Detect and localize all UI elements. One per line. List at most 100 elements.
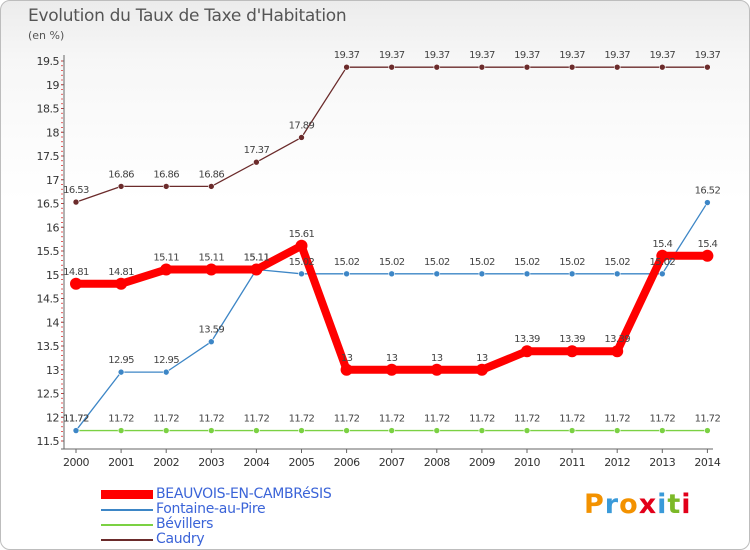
data-point-fontaine — [658, 270, 666, 278]
data-point-beauvois — [70, 277, 82, 290]
data-label-fontaine: 15.02 — [379, 257, 405, 268]
data-label-bevillers: 11.72 — [514, 414, 540, 425]
legend-item-caudry: Caudry — [101, 531, 401, 547]
y-tick-label: 13 — [46, 364, 59, 377]
y-tick-label: 16.5 — [37, 198, 60, 211]
data-label-caudry: 19.37 — [334, 50, 360, 61]
data-point-beauvois — [205, 263, 218, 276]
data-label-caudry: 19.37 — [424, 50, 450, 61]
x-tick-label: 2010 — [514, 456, 540, 469]
y-tick-label: 18 — [46, 126, 59, 139]
data-point-fontaine — [613, 270, 621, 278]
data-point-fontaine — [162, 368, 170, 376]
data-label-fontaine: 15.11 — [244, 253, 270, 264]
data-point-caudry — [208, 183, 215, 190]
data-label-fontaine: 15.02 — [514, 257, 540, 268]
data-point-beauvois — [701, 249, 714, 262]
data-label-beauvois: 13 — [386, 353, 398, 364]
y-tick-label: 17 — [46, 174, 59, 187]
data-point-beauvois — [250, 263, 263, 276]
data-label-caudry: 19.37 — [695, 50, 721, 61]
y-tick-label: 19.5 — [37, 55, 60, 68]
x-tick-label: 2013 — [649, 456, 675, 469]
data-label-fontaine: 11.72 — [63, 414, 89, 425]
data-label-caudry: 19.37 — [469, 50, 495, 61]
y-tick-label: 13.5 — [37, 340, 60, 353]
x-tick-label: 2003 — [198, 456, 224, 469]
legend-label-beauvois: BEAUVOIS-EN-CAMBRéSIS — [156, 486, 332, 502]
logo-letter: i — [657, 489, 668, 520]
data-point-fontaine — [72, 427, 80, 434]
data-label-fontaine: 15.02 — [469, 257, 495, 268]
x-tick-label: 2001 — [108, 456, 134, 469]
data-label-beauvois: 15.4 — [652, 239, 672, 250]
data-point-caudry — [478, 63, 486, 71]
data-point-bevillers — [253, 427, 260, 434]
data-point-fontaine — [478, 270, 486, 278]
legend-label-caudry: Caudry — [156, 531, 205, 547]
x-tick-label: 2008 — [424, 456, 450, 469]
data-label-bevillers: 11.72 — [379, 414, 405, 425]
data-label-beauvois: 13 — [476, 353, 488, 364]
x-tick-label: 2004 — [243, 456, 269, 469]
logo-letter: o — [619, 489, 639, 520]
legend: BEAUVOIS-EN-CAMBRéSIS Fontaine-au-Pire B… — [101, 486, 401, 547]
x-tick-label: 2007 — [379, 456, 405, 469]
legend-swatch-beauvois — [101, 490, 153, 499]
y-tick-label: 15 — [46, 269, 59, 282]
data-label-beauvois: 15.11 — [153, 253, 179, 264]
data-label-beauvois: 13.39 — [604, 334, 630, 345]
data-point-fontaine — [343, 270, 350, 278]
data-label-bevillers: 11.72 — [469, 414, 495, 425]
y-tick-label: 14.5 — [37, 293, 60, 306]
data-label-bevillers: 11.72 — [108, 414, 134, 425]
data-point-bevillers — [478, 427, 486, 434]
data-point-bevillers — [523, 427, 531, 434]
data-label-caudry: 16.86 — [198, 169, 224, 180]
data-point-bevillers — [208, 427, 215, 434]
data-point-bevillers — [613, 427, 621, 434]
data-point-bevillers — [658, 427, 666, 434]
logo-letter: t — [667, 489, 682, 520]
data-label-bevillers: 11.72 — [198, 414, 224, 425]
data-label-bevillers: 11.72 — [604, 414, 630, 425]
data-label-bevillers: 11.72 — [244, 414, 270, 425]
data-label-fontaine: 15.02 — [289, 257, 315, 268]
data-point-caudry — [162, 183, 170, 190]
data-point-caudry — [568, 63, 576, 71]
data-label-fontaine: 15.02 — [604, 257, 630, 268]
data-point-caudry — [343, 63, 350, 71]
data-point-caudry — [658, 63, 666, 71]
data-label-bevillers: 11.72 — [559, 414, 585, 425]
data-point-fontaine — [523, 270, 531, 278]
data-point-beauvois — [295, 239, 308, 252]
y-tick-label: 17.5 — [37, 150, 60, 163]
data-label-bevillers: 11.72 — [649, 414, 675, 425]
x-tick-label: 2009 — [469, 456, 495, 469]
data-label-bevillers: 11.72 — [334, 414, 360, 425]
data-label-bevillers: 11.72 — [153, 414, 179, 425]
proxiti-logo: Proxiti — [584, 489, 692, 520]
data-label-beauvois: 15.61 — [289, 229, 315, 240]
data-point-caudry — [253, 158, 260, 166]
legend-swatch-bevillers — [101, 524, 153, 526]
data-label-fontaine: 12.95 — [108, 355, 134, 366]
x-tick-label: 2002 — [153, 456, 179, 469]
data-label-beauvois: 13.39 — [514, 334, 540, 345]
logo-letter: r — [604, 489, 620, 520]
data-point-caudry — [704, 63, 711, 71]
data-label-caudry: 19.37 — [559, 50, 585, 61]
data-point-fontaine — [388, 270, 396, 278]
data-point-caudry — [523, 63, 531, 71]
data-point-bevillers — [568, 427, 576, 434]
data-label-caudry: 17.37 — [244, 145, 270, 156]
data-label-caudry: 16.86 — [153, 169, 179, 180]
legend-item-beauvois: BEAUVOIS-EN-CAMBRéSIS — [101, 486, 401, 502]
y-tick-label: 11.5 — [37, 435, 60, 448]
data-point-caudry — [72, 198, 80, 206]
data-point-beauvois — [430, 363, 443, 376]
data-point-fontaine — [298, 270, 305, 278]
data-label-beauvois: 14.81 — [108, 267, 134, 278]
data-point-beauvois — [340, 363, 353, 376]
